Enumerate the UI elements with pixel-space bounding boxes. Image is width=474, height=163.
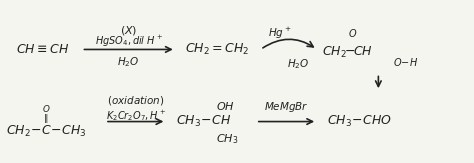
Text: $Hg^+$: $Hg^+$ (268, 26, 291, 41)
Text: $O\!-\!H$: $O\!-\!H$ (392, 56, 418, 68)
Text: $K_2Cr_2O_7, H^+$: $K_2Cr_2O_7, H^+$ (106, 108, 166, 123)
Text: $(X)$: $(X)$ (120, 24, 137, 37)
Text: $H_2O$: $H_2O$ (118, 55, 140, 69)
Text: $CH_3\!-\!CHO$: $CH_3\!-\!CHO$ (327, 114, 392, 129)
Text: $CH_2\!-\!\overset{O}{\overset{\|}{C}}\!-\!CH_3$: $CH_2\!-\!\overset{O}{\overset{\|}{C}}\!… (6, 103, 86, 140)
Text: $CH_2 \!\!-\!\! CH$: $CH_2 \!\!-\!\! CH$ (322, 45, 373, 60)
Text: $H_2O$: $H_2O$ (287, 57, 310, 71)
Text: $HgSO_4, dil\ H^+$: $HgSO_4, dil\ H^+$ (95, 34, 163, 49)
Text: $OH$: $OH$ (216, 100, 235, 111)
Text: $CH \equiv CH$: $CH \equiv CH$ (16, 43, 69, 56)
Text: $MeMgBr$: $MeMgBr$ (264, 100, 309, 114)
Text: $O$: $O$ (348, 27, 357, 39)
Text: $CH_3\!-\!CH$: $CH_3\!-\!CH$ (176, 114, 231, 129)
Text: $(oxidation)$: $(oxidation)$ (107, 94, 164, 107)
Text: $CH_2 = CH_2$: $CH_2 = CH_2$ (185, 42, 249, 57)
Text: $CH_3$: $CH_3$ (216, 132, 238, 146)
